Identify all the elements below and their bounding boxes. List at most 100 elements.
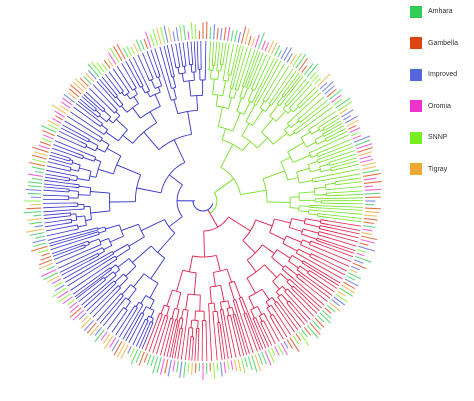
internal-branch (291, 255, 303, 263)
internal-branch (76, 178, 89, 182)
internal-branch (115, 248, 131, 258)
leaf-branch (52, 246, 80, 257)
tip-label-mark (348, 272, 362, 280)
legend-item-oromia: Oromia (410, 99, 472, 114)
leaf-branch (294, 92, 322, 117)
internal-branch (314, 134, 324, 141)
internal-branch (226, 316, 229, 322)
internal-branch (65, 218, 72, 221)
internal-branch (138, 78, 144, 87)
internal-branch (301, 262, 307, 266)
internal-branch (254, 82, 259, 91)
leaf-branch (330, 234, 358, 243)
internal-branch (227, 74, 230, 82)
internal-branch (87, 233, 100, 239)
tip-label-mark (23, 211, 42, 214)
internal-branch (324, 128, 329, 131)
internal-branch (160, 305, 165, 314)
internal-branch (162, 315, 166, 324)
leaf-branch (307, 247, 350, 267)
internal-branch (79, 167, 92, 172)
leaf-branch (324, 143, 353, 155)
internal-branch (271, 256, 284, 268)
leaf-branch (92, 293, 116, 318)
internal-branch (320, 219, 329, 222)
tip-label-mark (34, 151, 48, 157)
leaf-branch (43, 212, 66, 216)
tip-label-mark (41, 252, 50, 257)
internal-branch (242, 240, 256, 254)
leaf-branch (328, 224, 361, 231)
leaf-branch (265, 63, 286, 96)
internal-branch (125, 301, 132, 310)
leaf-branch (321, 114, 339, 126)
internal-branch (310, 240, 320, 245)
leaf-branch (319, 257, 347, 272)
internal-branch (286, 235, 302, 243)
tip-label-mark (130, 46, 135, 55)
leaf-branch (135, 326, 146, 347)
branch-arc (239, 296, 242, 299)
internal-branch (289, 102, 295, 109)
tip-label-mark (156, 357, 162, 374)
tip-label-mark (289, 53, 298, 65)
branch-arc (138, 301, 144, 306)
internal-branch (296, 100, 303, 107)
legend-label-tigray: Tigray (428, 165, 448, 173)
internal-branch (132, 107, 141, 119)
legend-swatch-gambella (410, 37, 422, 49)
tip-label-mark (213, 362, 216, 380)
tip-label-mark (25, 188, 42, 191)
leaf-branch (175, 43, 180, 61)
leaf-branch (96, 81, 114, 100)
internal-branch (174, 61, 177, 68)
branch-arc (119, 90, 124, 95)
leaf-branch (236, 313, 250, 355)
internal-branch (72, 224, 78, 227)
tip-label-mark (172, 360, 176, 372)
internal-branch (108, 280, 115, 287)
tip-label-mark (333, 296, 346, 306)
internal-branch (262, 170, 285, 180)
internal-branch (319, 225, 332, 229)
leaf-branch (301, 96, 325, 117)
tip-label-mark (164, 359, 169, 374)
tip-label-mark (149, 34, 155, 47)
tip-label-mark (27, 192, 42, 195)
leaf-branch (208, 41, 211, 66)
tip-label-mark (364, 211, 380, 214)
tip-label-mark (42, 129, 55, 137)
branch-arc (130, 284, 137, 290)
internal-branch (122, 134, 133, 144)
internal-branch (229, 79, 233, 89)
tip-label-mark (47, 119, 60, 127)
internal-branch (123, 309, 128, 316)
internal-branch (88, 252, 99, 259)
tip-label-mark (32, 238, 46, 244)
internal-branch (185, 293, 189, 310)
internal-branch (186, 310, 189, 320)
leaf-branch (220, 332, 226, 360)
internal-branch (289, 278, 296, 285)
internal-branch (127, 288, 137, 300)
leaf-branch (70, 267, 105, 291)
branch-arc (140, 105, 161, 119)
tip-label-mark (337, 290, 346, 297)
internal-branch (166, 306, 170, 316)
internal-branch (316, 239, 326, 245)
tip-label-mark (40, 269, 57, 277)
branch-arc (330, 167, 332, 171)
internal-branch (317, 125, 323, 129)
branch-arc (265, 297, 273, 303)
tip-label-mark (257, 32, 265, 49)
leaf-branch (118, 316, 133, 338)
tip-label-mark (135, 39, 142, 52)
tip-label-mark (216, 362, 219, 371)
branch-arc (300, 228, 304, 235)
internal-branch (318, 160, 323, 164)
internal-branch (261, 288, 270, 300)
internal-branch (105, 131, 119, 142)
leaf-branch (283, 305, 302, 328)
legend-item-gambella: Gambella (410, 36, 472, 51)
internal-branch (126, 88, 130, 93)
